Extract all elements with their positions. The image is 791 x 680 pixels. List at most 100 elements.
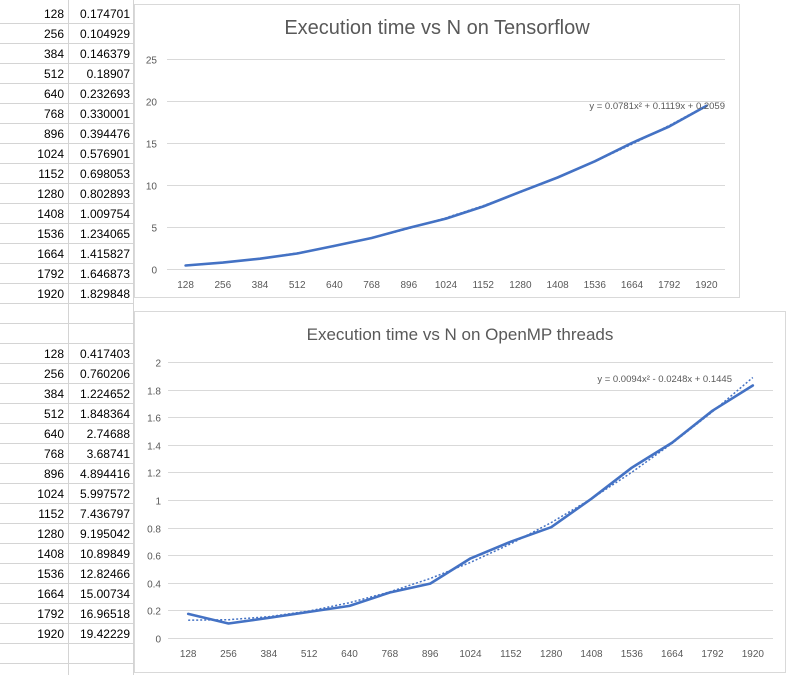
cell-n[interactable]: 1152 bbox=[38, 507, 64, 521]
cell-time[interactable]: 0.104929 bbox=[79, 27, 130, 41]
cell-time[interactable]: 0.417403 bbox=[79, 347, 130, 361]
cell-n[interactable]: 1536 bbox=[37, 227, 64, 241]
cell-n[interactable]: 1920 bbox=[37, 627, 64, 641]
cell-time[interactable]: 7.436797 bbox=[79, 507, 130, 521]
x-tick-label: 1920 bbox=[742, 649, 765, 660]
y-tick-label: 0.6 bbox=[147, 552, 161, 563]
cell-n[interactable]: 1152 bbox=[38, 167, 64, 181]
x-tick-label: 1536 bbox=[584, 280, 607, 291]
cell-time[interactable]: 15.00734 bbox=[79, 587, 130, 601]
cell-time[interactable]: 4.894416 bbox=[79, 467, 130, 481]
cell-time[interactable]: 12.82466 bbox=[79, 567, 130, 581]
cell-n[interactable]: 256 bbox=[43, 27, 64, 41]
cell-time[interactable]: 3.68741 bbox=[86, 447, 130, 461]
x-tick-label: 1152 bbox=[472, 280, 494, 291]
y-tick-label: 5 bbox=[151, 224, 157, 235]
cell-n[interactable]: 1664 bbox=[37, 587, 64, 601]
cell-time[interactable]: 1.224652 bbox=[79, 387, 130, 401]
openmp-chart[interactable]: Execution time vs N on OpenMP threads 0 0… bbox=[134, 311, 786, 673]
cell-n[interactable]: 1024 bbox=[37, 147, 64, 161]
x-tick-label: 1920 bbox=[695, 280, 718, 291]
x-tick-label: 1408 bbox=[546, 280, 569, 291]
cell-n[interactable]: 128 bbox=[43, 7, 64, 21]
cell-n[interactable]: 1280 bbox=[37, 527, 64, 541]
cell-time[interactable]: 0.394476 bbox=[79, 127, 130, 141]
cell-time[interactable]: 2.74688 bbox=[86, 427, 130, 441]
cell-time[interactable]: 1.848364 bbox=[79, 407, 130, 421]
series-line bbox=[186, 384, 755, 625]
chart-plot: 0 5 10 15 20 25 128 256 384 512 640 768 896 1024 1152 1… bbox=[146, 56, 725, 291]
x-tick-label: 512 bbox=[301, 649, 318, 660]
y-tick-label: 25 bbox=[146, 56, 158, 67]
cell-time[interactable]: 1.009754 bbox=[79, 207, 130, 221]
x-tick-label: 640 bbox=[341, 649, 358, 660]
cell-time[interactable]: 0.232693 bbox=[79, 87, 130, 101]
cell-n[interactable]: 1408 bbox=[37, 547, 64, 561]
cell-time[interactable]: 0.698053 bbox=[79, 167, 130, 181]
cell-n[interactable]: 1536 bbox=[37, 567, 64, 581]
cell-n[interactable]: 768 bbox=[43, 447, 64, 461]
cell-time[interactable]: 1.415827 bbox=[79, 247, 130, 261]
cell-n[interactable]: 768 bbox=[43, 107, 64, 121]
cell-time[interactable]: 0.576901 bbox=[79, 147, 130, 161]
cell-n[interactable]: 128 bbox=[43, 347, 64, 361]
cell-n[interactable]: 256 bbox=[43, 367, 64, 381]
cell-time[interactable]: 1.646873 bbox=[79, 267, 130, 281]
cell-n[interactable]: 640 bbox=[43, 427, 64, 441]
trendline bbox=[185, 104, 707, 267]
cell-time[interactable]: 10.89849 bbox=[79, 547, 130, 561]
x-tick-label: 128 bbox=[180, 649, 197, 660]
x-tick-label: 1024 bbox=[435, 280, 458, 291]
cell-n[interactable]: 384 bbox=[43, 387, 64, 401]
cell-n[interactable]: 1024 bbox=[37, 487, 64, 501]
x-tick-label: 768 bbox=[381, 649, 398, 660]
cell-time[interactable]: 0.760206 bbox=[79, 367, 130, 381]
cell-time[interactable]: 0.18907 bbox=[86, 67, 130, 81]
y-tick-label: 15 bbox=[146, 140, 158, 151]
x-tick-label: 1792 bbox=[658, 280, 681, 291]
cell-n[interactable]: 896 bbox=[43, 127, 64, 141]
cell-time[interactable]: 5.997572 bbox=[79, 487, 130, 501]
y-tick-label: 0 bbox=[155, 635, 161, 646]
x-tick-label: 1280 bbox=[540, 649, 563, 660]
cell-time[interactable]: 19.42229 bbox=[79, 627, 130, 641]
cell-time[interactable]: 0.330001 bbox=[79, 107, 130, 121]
y-tick-label: 0.2 bbox=[147, 607, 161, 618]
cell-time[interactable]: 1.234065 bbox=[79, 227, 130, 241]
trendline bbox=[188, 376, 754, 621]
chart-title: Execution time vs N on OpenMP threads bbox=[306, 325, 614, 344]
trendline-equation: y = 0.0781x² + 0.1119x + 0.2059 bbox=[589, 101, 725, 112]
x-tick-label: 1152 bbox=[500, 649, 522, 660]
x-tick-label: 1664 bbox=[661, 649, 684, 660]
cell-n[interactable]: 640 bbox=[43, 87, 64, 101]
cell-time[interactable]: 0.174701 bbox=[79, 7, 130, 21]
cell-n[interactable]: 512 bbox=[43, 407, 64, 421]
cell-n[interactable]: 1280 bbox=[37, 187, 64, 201]
cell-time[interactable]: 1.829848 bbox=[79, 287, 130, 301]
cell-time[interactable]: 16.96518 bbox=[79, 607, 130, 621]
x-tick-label: 640 bbox=[326, 280, 343, 291]
cell-time[interactable]: 9.195042 bbox=[79, 527, 130, 541]
cell-n[interactable]: 896 bbox=[43, 467, 64, 481]
x-tick-label: 1664 bbox=[621, 280, 644, 291]
cell-n[interactable]: 1408 bbox=[37, 207, 64, 221]
x-tick-label: 896 bbox=[400, 280, 417, 291]
cell-time[interactable]: 0.146379 bbox=[79, 47, 130, 61]
cell-n[interactable]: 1792 bbox=[37, 267, 64, 281]
cell-n[interactable]: 1920 bbox=[37, 287, 64, 301]
y-tick-label: 0.8 bbox=[147, 525, 161, 536]
cell-n[interactable]: 1792 bbox=[37, 607, 64, 621]
x-tick-label: 768 bbox=[363, 280, 380, 291]
y-tick-label: 1.8 bbox=[147, 387, 161, 398]
tensorflow-chart[interactable]: Execution time vs N on Tensorflow 0 5 10 15… bbox=[134, 4, 740, 298]
cell-n[interactable]: 1664 bbox=[37, 247, 64, 261]
cell-n[interactable]: 512 bbox=[43, 67, 64, 81]
y-tick-label: 0.4 bbox=[147, 580, 161, 591]
y-tick-label: 20 bbox=[146, 98, 158, 109]
x-tick-label: 1792 bbox=[701, 649, 724, 660]
x-tick-label: 1280 bbox=[509, 280, 532, 291]
cell-time[interactable]: 0.802893 bbox=[79, 187, 130, 201]
x-tick-label: 128 bbox=[177, 280, 194, 291]
cell-n[interactable]: 384 bbox=[43, 47, 64, 61]
